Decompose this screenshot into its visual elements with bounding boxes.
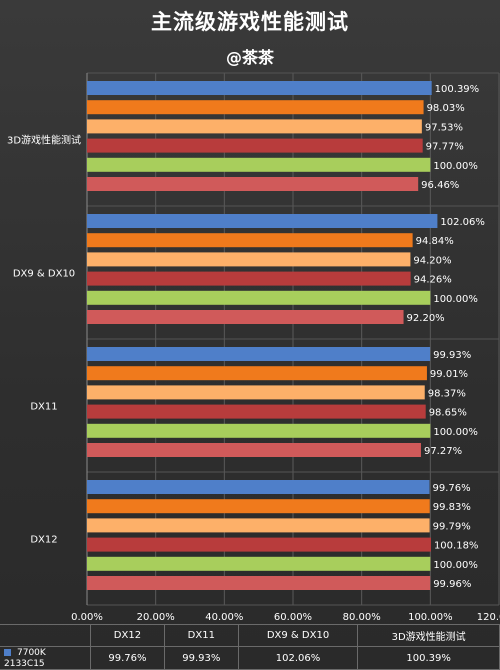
category-label: DX11 (30, 402, 57, 413)
bar (87, 576, 431, 590)
bar (87, 366, 427, 381)
bar (87, 499, 430, 514)
bar (87, 347, 431, 361)
table-cell-dx11: 99.93% (163, 646, 239, 670)
series-label-line1: 7700K (17, 648, 46, 658)
data-label: 99.96% (433, 579, 471, 590)
chart-subtitle: @茶茶 (225, 48, 274, 67)
data-label: 100.00% (433, 294, 478, 305)
bar (87, 310, 404, 324)
data-label: 100.00% (433, 161, 478, 172)
data-label: 94.26% (414, 275, 452, 286)
bar (87, 556, 431, 571)
data-label: 94.20% (413, 255, 451, 266)
bar (87, 443, 421, 457)
table-corner-cell (0, 624, 91, 647)
table-header-row: DX12 DX11 DX9 & DX10 3D游戏性能测试 (0, 624, 500, 647)
bar (87, 537, 431, 552)
data-label: 100.18% (434, 541, 479, 552)
bar (87, 81, 432, 95)
bar (87, 100, 424, 115)
data-label: 97.77% (426, 142, 464, 153)
data-label: 99.76% (433, 483, 471, 494)
data-label: 92.20% (407, 313, 445, 324)
bar (87, 290, 431, 305)
data-label: 99.01% (430, 369, 468, 380)
table-header-dx9-dx10: DX9 & DX10 (237, 624, 359, 647)
table-header-dx11: DX11 (163, 624, 239, 647)
x-tick-label: 100.00% (408, 612, 453, 623)
category-label: 3D游戏性能测试 (7, 134, 81, 147)
data-label: 98.03% (427, 103, 465, 114)
bar (87, 423, 431, 438)
data-table: DX12 DX11 DX9 & DX10 3D游戏性能测试 7700K 2133C… (0, 624, 500, 670)
category-label: DX12 (30, 535, 57, 546)
data-label: 102.06% (440, 217, 485, 228)
data-label: 100.00% (433, 560, 478, 571)
x-tick-label: 20.00% (137, 612, 175, 623)
bar (87, 252, 411, 267)
bar (87, 177, 419, 191)
data-label: 100.00% (433, 427, 478, 438)
bar (87, 480, 430, 494)
data-label: 97.27% (424, 446, 462, 457)
bar (87, 157, 431, 172)
data-label: 94.84% (416, 236, 454, 247)
x-tick-label: 80.00% (343, 612, 381, 623)
bar (87, 404, 426, 419)
bar (87, 385, 425, 400)
series-swatch (4, 648, 11, 656)
data-label: 96.46% (421, 180, 459, 191)
data-label: 99.93% (433, 350, 471, 361)
data-label: 97.53% (425, 122, 463, 133)
table-cell-dx9-dx10: 102.06% (237, 646, 359, 670)
chart-title: 主流级游戏性能测试 (151, 10, 349, 34)
data-label: 99.79% (433, 521, 471, 532)
x-tick-label: 120.00% (477, 612, 500, 623)
data-label: 98.37% (428, 388, 466, 399)
bar (87, 138, 423, 153)
category-label: DX9 & DX10 (13, 269, 75, 280)
bar (87, 271, 411, 286)
data-label: 99.83% (433, 502, 471, 513)
table-cell-dx12: 99.76% (90, 646, 165, 670)
bar (87, 518, 430, 533)
x-tick-label: 40.00% (205, 612, 243, 623)
table-cell-3d: 100.39% (357, 646, 500, 670)
table-series-label: 7700K 2133C15 (0, 646, 91, 670)
series-label-line2: 2133C15 (4, 659, 45, 669)
bar-chart: 0.00% 20.00% 40.00% 60.00% 80.00% 100.00% 120.… (7, 72, 500, 623)
bar (87, 233, 413, 248)
table-row: 7700K 2133C15 99.76% 99.93% 102.06% 100.3… (0, 646, 500, 670)
data-label: 98.65% (429, 408, 467, 419)
data-table-wrap: DX12 DX11 DX9 & DX10 3D游戏性能测试 7700K 2133C… (0, 624, 500, 670)
table-header-dx12: DX12 (90, 624, 165, 647)
bar (87, 119, 422, 134)
x-tick-label: 60.00% (274, 612, 312, 623)
x-tick-label: 0.00% (71, 612, 103, 623)
table-header-3d: 3D游戏性能测试 (357, 624, 500, 647)
data-label: 100.39% (435, 84, 480, 95)
bar (87, 214, 438, 228)
